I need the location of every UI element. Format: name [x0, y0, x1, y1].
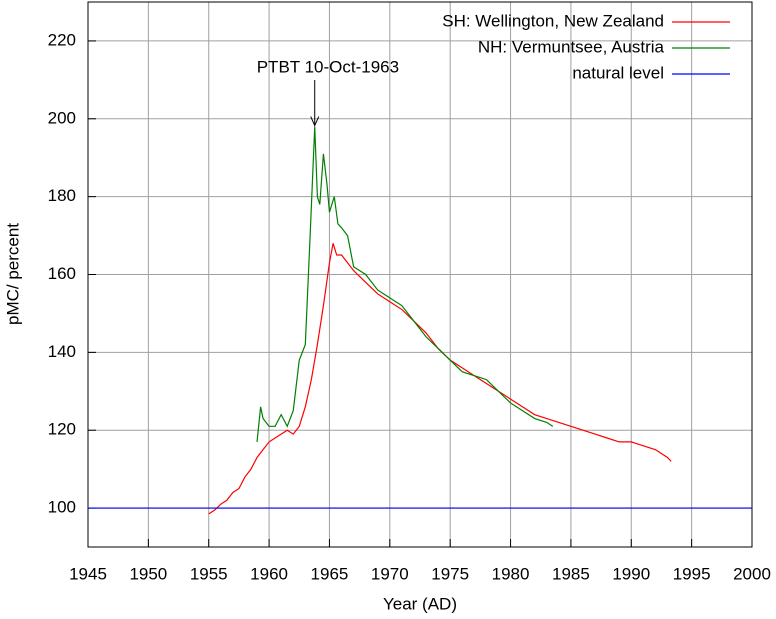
plot-frame	[87, 1, 753, 548]
y-tick-label: 160	[48, 264, 76, 283]
y-tick-label: 220	[48, 30, 76, 49]
y-tick-label: 180	[48, 186, 76, 205]
x-tick-label: 1955	[190, 564, 228, 583]
y-tick-label: 200	[48, 108, 76, 127]
x-tick-label: 1960	[250, 564, 288, 583]
x-tick-label: 1985	[552, 564, 590, 583]
x-tick-label: 1975	[431, 564, 469, 583]
x-tick-label: 1970	[371, 564, 409, 583]
x-tick-label: 1965	[311, 564, 349, 583]
x-tick-label: 1990	[612, 564, 650, 583]
y-tick-label: 100	[48, 498, 76, 517]
x-tick-label: 1950	[129, 564, 167, 583]
legend-label: SH: Wellington, New Zealand	[442, 11, 664, 30]
legend-label: natural level	[572, 63, 664, 82]
x-axis-label: Year (AD)	[383, 594, 457, 613]
x-tick-label: 2000	[733, 564, 771, 583]
y-axis-label: pMC/ percent	[3, 223, 22, 325]
y-tick-label: 140	[48, 342, 76, 361]
y-tick-label: 120	[48, 420, 76, 439]
legend-label: NH: Vermuntsee, Austria	[478, 37, 665, 56]
x-tick-label: 1980	[492, 564, 530, 583]
series-line	[208, 243, 672, 515]
x-tick-label: 1995	[673, 564, 711, 583]
series-line	[256, 126, 554, 442]
annotation-arrowhead	[310, 116, 320, 127]
annotation-text: PTBT 10-Oct-1963	[257, 57, 399, 76]
x-tick-label: 1945	[69, 564, 107, 583]
